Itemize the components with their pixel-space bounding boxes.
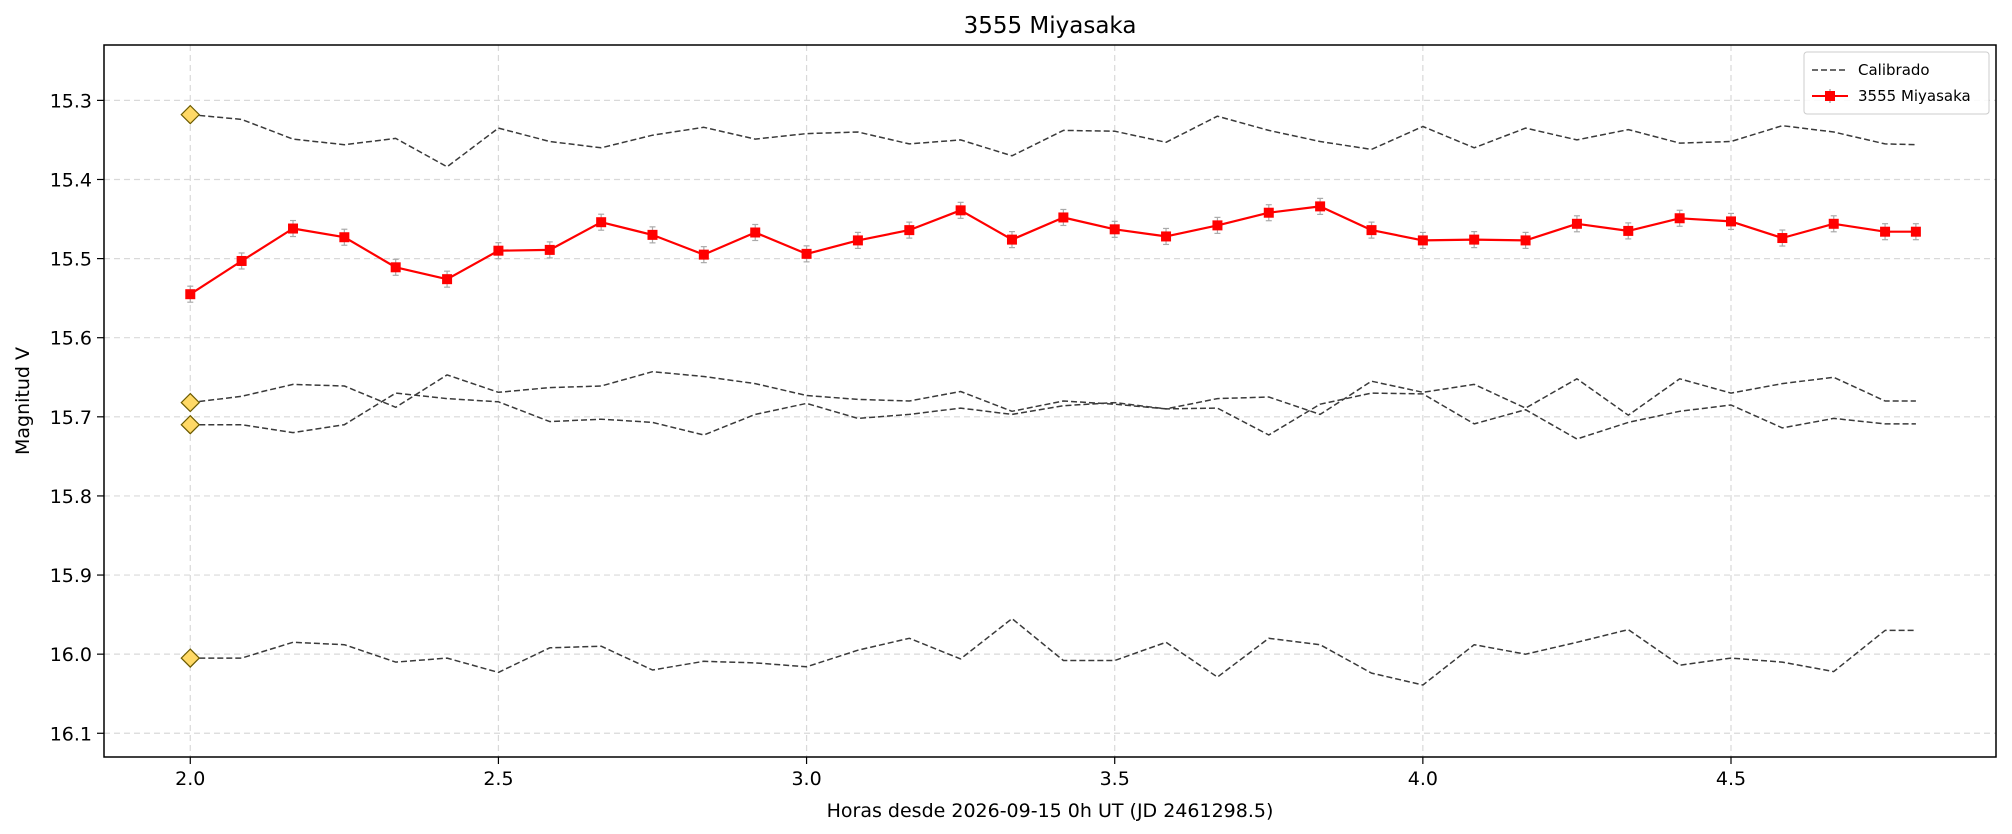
x-tick-label: 3.5 bbox=[1100, 768, 1130, 790]
x-tick-label: 3.0 bbox=[791, 768, 821, 790]
data-point-miyasaka bbox=[1623, 225, 1634, 236]
data-point-miyasaka bbox=[750, 227, 761, 238]
data-point-miyasaka bbox=[1315, 201, 1326, 212]
data-point-miyasaka bbox=[1212, 220, 1223, 231]
data-point-miyasaka bbox=[1880, 226, 1891, 237]
legend-label-miyasaka: 3555 Miyasaka bbox=[1858, 87, 1971, 105]
y-tick-label: 15.5 bbox=[50, 249, 92, 271]
x-axis: 2.0 2.5 3.0 3.5 4.0 4.5 bbox=[175, 757, 1746, 790]
x-tick-label: 4.0 bbox=[1408, 768, 1438, 790]
series-line-calibrado-2 bbox=[190, 370, 1916, 416]
legend-swatch-miyasaka-marker bbox=[1825, 91, 1835, 101]
legend-box bbox=[1803, 51, 1990, 115]
data-point-miyasaka bbox=[1520, 235, 1531, 246]
data-point-miyasaka bbox=[698, 249, 709, 260]
data-point-miyasaka bbox=[1469, 234, 1480, 245]
reference-star-marker bbox=[180, 648, 201, 668]
data-point-miyasaka bbox=[493, 245, 504, 256]
data-point-miyasaka bbox=[596, 217, 607, 228]
data-point-miyasaka bbox=[236, 255, 247, 266]
data-point-miyasaka bbox=[1910, 226, 1921, 237]
series-line-calibrado-4 bbox=[190, 617, 1916, 686]
data-point-miyasaka bbox=[1777, 233, 1788, 244]
y-tick-label: 15.6 bbox=[50, 328, 92, 350]
y-tick-label: 16.0 bbox=[50, 644, 92, 666]
data-point-miyasaka bbox=[390, 262, 401, 273]
y-tick-label: 16.1 bbox=[50, 723, 92, 745]
x-tick-label: 2.0 bbox=[175, 768, 205, 790]
data-point-miyasaka bbox=[1417, 235, 1428, 246]
data-point-miyasaka bbox=[801, 248, 812, 259]
data-point-miyasaka bbox=[852, 235, 863, 246]
data-point-miyasaka bbox=[1366, 225, 1377, 236]
y-tick-label: 15.9 bbox=[50, 565, 92, 587]
grid bbox=[104, 45, 1996, 757]
x-axis-label: Horas desde 2026-09-15 0h UT (JD 2461298… bbox=[827, 800, 1274, 822]
data-point-miyasaka bbox=[904, 225, 915, 236]
series-layer bbox=[180, 104, 1921, 686]
data-point-miyasaka bbox=[544, 244, 555, 255]
data-point-miyasaka bbox=[1674, 213, 1685, 224]
data-point-miyasaka bbox=[647, 229, 658, 240]
plot-area-frame bbox=[103, 44, 1997, 758]
data-point-miyasaka bbox=[185, 289, 196, 300]
data-point-miyasaka bbox=[955, 205, 966, 216]
chart-title: 3555 Miyasaka bbox=[964, 13, 1137, 39]
data-point-miyasaka bbox=[288, 223, 299, 234]
y-axis-label: Magnitud V bbox=[12, 347, 34, 455]
y-tick-label: 15.8 bbox=[50, 486, 92, 508]
data-point-miyasaka bbox=[1828, 218, 1839, 229]
x-tick-label: 2.5 bbox=[483, 768, 513, 790]
reference-star-marker bbox=[180, 104, 201, 125]
data-point-miyasaka bbox=[1725, 216, 1736, 227]
x-tick-label: 4.5 bbox=[1716, 768, 1746, 790]
legend-label-calibrado: Calibrado bbox=[1858, 61, 1930, 79]
y-tick-label: 15.4 bbox=[50, 169, 92, 191]
reference-star-marker bbox=[180, 414, 201, 435]
reference-star-marker bbox=[180, 392, 201, 413]
series-line-calibrado-1 bbox=[190, 113, 1916, 168]
data-point-miyasaka bbox=[339, 232, 350, 243]
data-point-miyasaka bbox=[1006, 234, 1017, 245]
data-point-miyasaka bbox=[1263, 207, 1274, 218]
y-axis: 15.3 15.4 15.5 15.6 15.7 15.8 15.9 16.0 16.1 bbox=[50, 90, 104, 745]
data-point-miyasaka bbox=[1058, 212, 1069, 223]
y-tick-label: 15.7 bbox=[50, 407, 92, 429]
data-point-miyasaka bbox=[1571, 218, 1582, 229]
series-line-calibrado-3 bbox=[190, 392, 1916, 440]
legend: Calibrado 3555 Miyasaka bbox=[1803, 51, 1990, 115]
data-point-miyasaka bbox=[1161, 231, 1172, 242]
data-point-miyasaka bbox=[1109, 224, 1120, 235]
data-point-miyasaka bbox=[442, 274, 453, 285]
y-tick-label: 15.3 bbox=[50, 90, 92, 112]
